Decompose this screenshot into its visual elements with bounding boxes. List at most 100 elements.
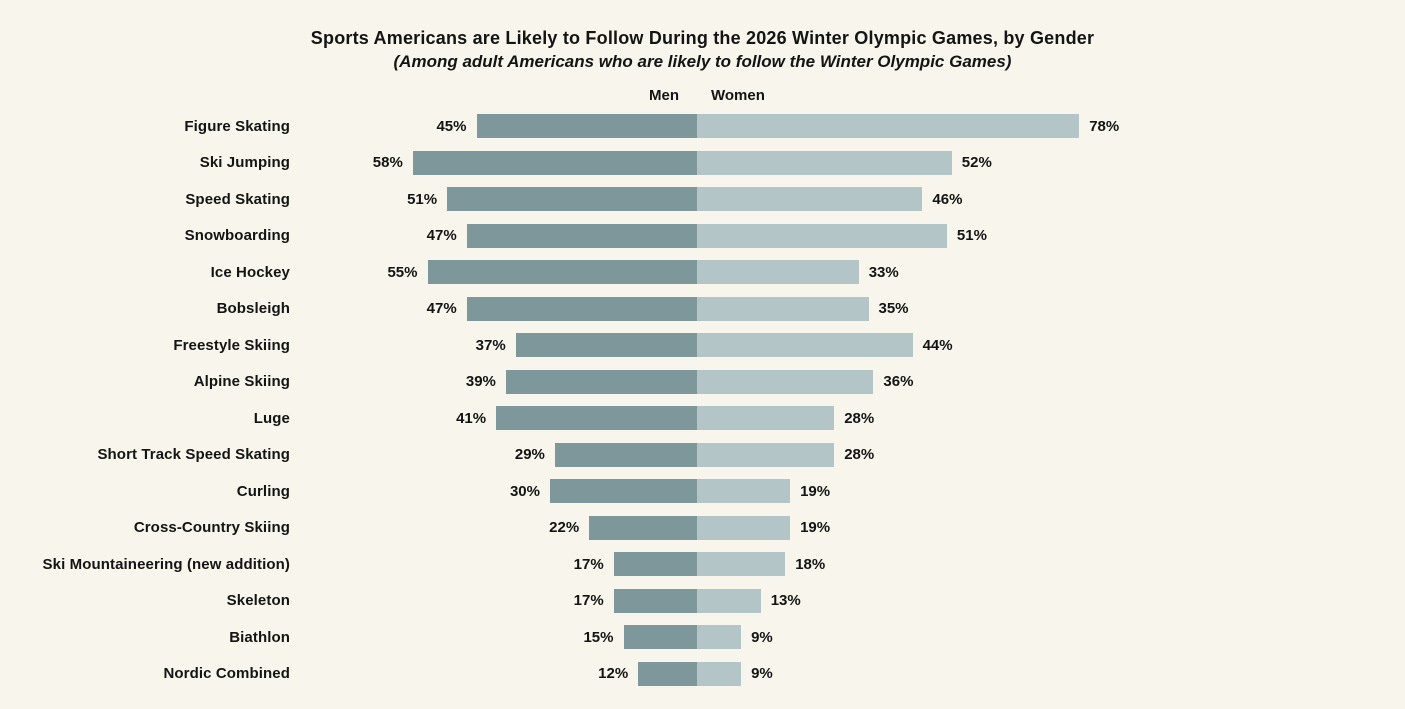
men-bar: [427, 260, 697, 285]
category-label: Ski Jumping: [199, 154, 290, 172]
women-value-label: 28%: [844, 409, 875, 427]
men-zone: 55%: [290, 260, 697, 285]
chart-row: Curling 30% 19%: [0, 473, 1405, 510]
men-bar: [613, 552, 697, 577]
women-zone: 78%: [697, 114, 1405, 139]
men-value-label: 30%: [509, 482, 540, 500]
women-zone: 28%: [697, 442, 1405, 467]
bar-rows-container: Figure Skating 45% 78% Ski Jumping 58% 5…: [0, 108, 1405, 692]
women-bar: [697, 114, 1080, 139]
men-value-label: 22%: [549, 519, 580, 537]
women-value-label: 78%: [1089, 117, 1120, 135]
women-zone: 9%: [697, 661, 1405, 686]
women-bar: [697, 661, 742, 686]
chart-row: Alpine Skiing 39% 36%: [0, 364, 1405, 401]
men-bar: [412, 150, 697, 175]
women-bar: [697, 187, 923, 212]
men-zone: 12%: [290, 661, 697, 686]
women-value-label: 13%: [770, 592, 801, 610]
men-zone: 47%: [290, 223, 697, 248]
women-bar: [697, 588, 761, 613]
women-zone: 51%: [697, 223, 1405, 248]
women-bar: [697, 296, 869, 321]
men-value-label: 17%: [573, 592, 604, 610]
men-value-label: 47%: [426, 300, 457, 318]
legend-left-zone: Men: [0, 87, 697, 104]
men-value-label: 47%: [426, 227, 457, 245]
men-zone: 41%: [290, 406, 697, 431]
chart-row: Ice Hockey 55% 33%: [0, 254, 1405, 291]
men-value-label: 58%: [372, 154, 403, 172]
women-bar: [697, 442, 835, 467]
category-label: Alpine Skiing: [193, 373, 290, 391]
men-value-label: 29%: [514, 446, 545, 464]
chart-row: Short Track Speed Skating 29% 28%: [0, 437, 1405, 474]
category-label: Short Track Speed Skating: [97, 446, 290, 464]
women-value-label: 52%: [961, 154, 992, 172]
men-value-label: 55%: [387, 263, 418, 281]
men-zone: 17%: [290, 588, 697, 613]
men-zone: 45%: [290, 114, 697, 139]
women-value-label: 19%: [800, 482, 831, 500]
women-zone: 33%: [697, 260, 1405, 285]
men-zone: 30%: [290, 479, 697, 504]
chart-row: Luge 41% 28%: [0, 400, 1405, 437]
men-value-label: 39%: [465, 373, 496, 391]
chart-row: Ski Jumping 58% 52%: [0, 145, 1405, 182]
men-zone: 29%: [290, 442, 697, 467]
women-zone: 9%: [697, 625, 1405, 650]
category-label: Speed Skating: [185, 190, 290, 208]
women-value-label: 19%: [800, 519, 831, 537]
men-zone: 58%: [290, 150, 697, 175]
women-value-label: 35%: [878, 300, 909, 318]
women-value-label: 18%: [795, 555, 826, 573]
men-value-label: 17%: [573, 555, 604, 573]
men-bar: [466, 296, 697, 321]
women-value-label: 36%: [883, 373, 914, 391]
men-value-label: 12%: [598, 665, 629, 683]
women-zone: 36%: [697, 369, 1405, 394]
men-zone: 51%: [290, 187, 697, 212]
men-bar: [554, 442, 697, 467]
women-value-label: 9%: [751, 628, 773, 646]
men-bar: [476, 114, 697, 139]
women-bar: [697, 406, 835, 431]
men-value-label: 15%: [583, 628, 614, 646]
women-value-label: 51%: [956, 227, 987, 245]
women-zone: 19%: [697, 479, 1405, 504]
women-value-label: 44%: [922, 336, 953, 354]
women-value-label: 46%: [932, 190, 963, 208]
chart-row: Freestyle Skiing 37% 44%: [0, 327, 1405, 364]
men-bar: [550, 479, 697, 504]
women-zone: 46%: [697, 187, 1405, 212]
women-value-label: 28%: [844, 446, 875, 464]
women-value-label: 9%: [751, 665, 773, 683]
category-label: Ski Mountaineering (new addition): [42, 555, 290, 573]
women-zone: 35%: [697, 296, 1405, 321]
category-label: Biathlon: [229, 628, 290, 646]
chart-subtitle: (Among adult Americans who are likely to…: [393, 52, 1012, 71]
women-zone: 28%: [697, 406, 1405, 431]
men-value-label: 45%: [436, 117, 467, 135]
women-bar: [697, 369, 874, 394]
chart-title: Sports Americans are Likely to Follow Du…: [310, 28, 1095, 48]
chart-row: Snowboarding 47% 51%: [0, 218, 1405, 255]
chart-row: Speed Skating 51% 46%: [0, 181, 1405, 218]
men-zone: 47%: [290, 296, 697, 321]
women-zone: 44%: [697, 333, 1405, 358]
category-label: Snowboarding: [184, 227, 290, 245]
legend-right-zone: Women: [697, 87, 1405, 104]
women-bar: [697, 223, 947, 248]
men-value-label: 41%: [456, 409, 487, 427]
category-label: Ice Hockey: [210, 263, 290, 281]
men-zone: 37%: [290, 333, 697, 358]
category-label: Nordic Combined: [163, 665, 290, 683]
chart-row: Figure Skating 45% 78%: [0, 108, 1405, 145]
category-label: Curling: [236, 482, 290, 500]
women-bar: [697, 552, 786, 577]
men-zone: 39%: [290, 369, 697, 394]
men-zone: 17%: [290, 552, 697, 577]
chart-row: Cross-Country Skiing 22% 19%: [0, 510, 1405, 547]
women-bar: [697, 479, 791, 504]
